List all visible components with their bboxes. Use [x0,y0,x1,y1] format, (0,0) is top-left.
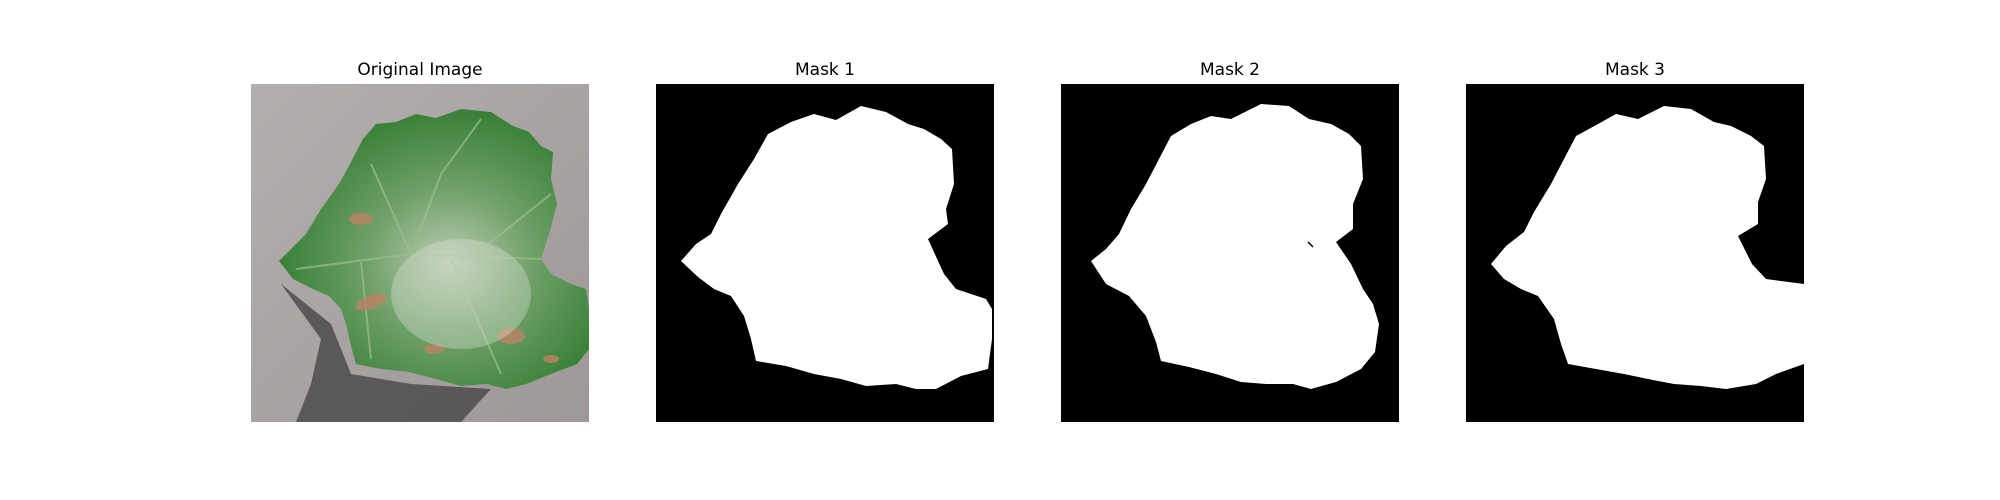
leaf-shadow [281,284,491,422]
leaf-shape [279,109,589,389]
mask-2-shape [1091,104,1379,389]
mask-1-shape [681,106,992,389]
mask-3-title: Mask 3 [1604,60,1665,80]
mask-2-artifact [1307,241,1314,248]
leaf-lesions [349,213,559,363]
leaf-veins [295,118,552,375]
mask-3-shape [1491,106,1804,389]
mask-2-image [1061,84,1399,422]
mask-1-title: Mask 1 [794,60,855,80]
original-image-title: Original Image [357,60,483,80]
mask-1-image [656,84,994,422]
leaf-highlight [391,239,531,349]
leaf-photo [251,84,589,422]
mask-3-image [1466,84,1804,422]
mask-2-title: Mask 2 [1199,60,1260,80]
